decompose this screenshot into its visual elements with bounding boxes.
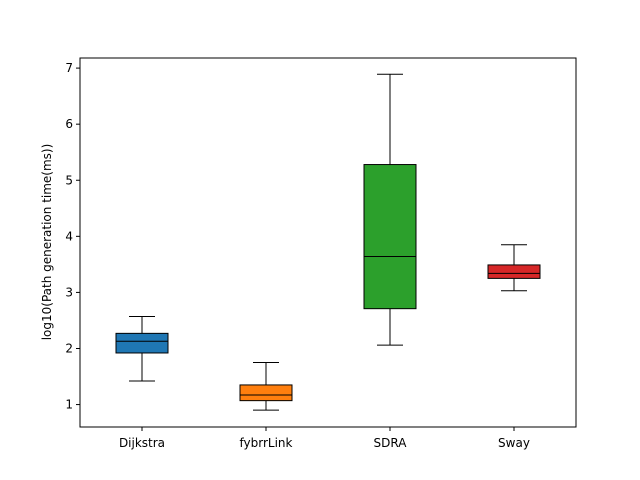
x-tick-label: fybrrLink xyxy=(240,436,293,450)
y-tick-label: 6 xyxy=(65,117,73,131)
y-tick-label: 3 xyxy=(65,285,73,299)
x-tick-label: SDRA xyxy=(374,436,408,450)
box-sdra xyxy=(363,164,417,310)
box-dijkstra xyxy=(115,332,169,354)
plot-area: 1 2 3 4 5 6 7 Dijkstra fybrrLink SDRA Sway xyxy=(65,57,577,450)
box-fybrrlink xyxy=(239,384,293,402)
x-tick-label: Sway xyxy=(498,436,530,450)
y-tick-label: 1 xyxy=(65,398,73,412)
box-sway xyxy=(487,264,541,279)
y-tick-label: 5 xyxy=(65,173,73,187)
x-tick-label: Dijkstra xyxy=(119,436,165,450)
plot-frame xyxy=(79,57,577,428)
y-axis-label: log10(Path generation time(ms)) xyxy=(40,144,54,341)
y-tick-label: 2 xyxy=(65,341,73,355)
y-tick-label: 4 xyxy=(65,229,73,243)
y-tick-label: 7 xyxy=(65,61,73,75)
